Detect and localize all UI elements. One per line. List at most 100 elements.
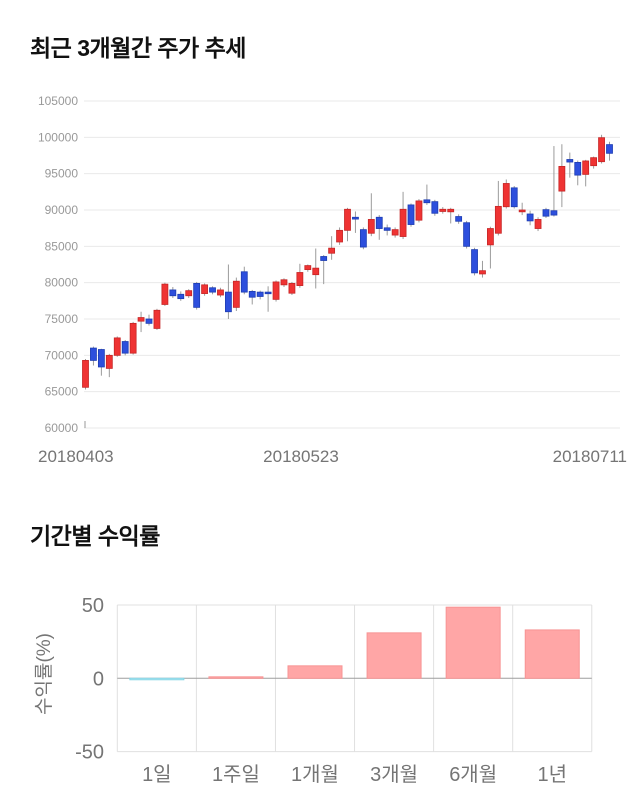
candle-body (574, 162, 582, 176)
candle-body (359, 229, 367, 248)
returns-x-category-label: 1일 (142, 763, 172, 786)
candle-body (169, 289, 177, 297)
candle-body (606, 144, 613, 154)
price-y-tick-label: 95000 (45, 167, 79, 181)
returns-y-axis-label: 수익률(%) (33, 633, 55, 715)
price-x-label-start: 20180403 (38, 447, 114, 466)
return-bar (366, 632, 422, 679)
candle-body (272, 281, 280, 300)
return-bar (208, 676, 264, 679)
candle-body (407, 204, 415, 225)
candle-body (248, 290, 256, 298)
candle-body (399, 208, 407, 237)
price-y-tick-label: 60000 (45, 421, 79, 435)
candle-body (598, 137, 605, 163)
returns-x-category-label: 1주일 (212, 763, 260, 786)
candle-body (177, 293, 185, 300)
candle-body (423, 199, 431, 204)
candle-body (320, 256, 328, 261)
candle-body (201, 284, 208, 294)
candle-body (550, 210, 558, 216)
candle-body (296, 272, 304, 286)
candle-body (447, 208, 455, 213)
candle-body (240, 271, 248, 293)
candle-body (375, 216, 383, 229)
returns-x-category-label: 1년 (537, 763, 567, 786)
candle-body (225, 291, 232, 313)
candle-body (161, 283, 169, 305)
candle-body (487, 228, 494, 246)
candle-body (471, 249, 478, 274)
candle-body (558, 165, 566, 192)
candle-body (145, 318, 153, 324)
candle-body (431, 201, 439, 214)
candle-body (137, 317, 145, 322)
candle-body (518, 209, 526, 213)
candle-body (463, 222, 470, 247)
candle-body (232, 280, 240, 308)
candle-body (90, 347, 97, 361)
price-y-tick-label: 105000 (38, 94, 78, 108)
candle-body (367, 219, 375, 234)
candle-body (217, 289, 224, 296)
candle-body (304, 265, 312, 270)
price-y-tick-label: 70000 (45, 348, 79, 362)
returns-x-category-label: 1개월 (291, 763, 339, 786)
candle-body (193, 282, 201, 308)
returns-x-category-label: 3개월 (370, 763, 418, 786)
candle-body (97, 349, 105, 368)
candle-body (288, 282, 296, 294)
candle-body (82, 360, 89, 388)
candle-body (415, 200, 423, 221)
candle-body (312, 267, 320, 276)
candle-body (590, 157, 598, 167)
return-bar (287, 665, 343, 679)
candle-body (121, 341, 129, 354)
returns-y-tick-label: -50 (75, 742, 104, 764)
candle-body (105, 354, 113, 369)
return-bar (129, 677, 185, 681)
candle-body (344, 208, 351, 231)
price-y-tick-label: 80000 (45, 276, 79, 290)
returns-y-tick-label: 50 (82, 595, 104, 617)
candle-body (328, 247, 336, 254)
price-x-label-end: 20180711 (553, 447, 627, 466)
candle-body (280, 279, 288, 286)
candle-body (455, 216, 463, 222)
price-x-label-middle: 20180523 (263, 447, 339, 466)
price-y-tick-label: 100000 (38, 130, 78, 144)
candle-body (582, 160, 590, 175)
candle-body (494, 205, 502, 234)
return-bar (524, 629, 580, 679)
returns-x-category-label: 6개월 (449, 763, 497, 786)
price-y-tick-label: 85000 (45, 239, 79, 253)
price-y-tick-label: 90000 (45, 203, 79, 217)
returns-chart-title: 기간별 수익률 (30, 523, 160, 549)
candle-body (542, 209, 550, 217)
candle-body (264, 291, 272, 295)
candle-body (383, 227, 391, 231)
candle-body (479, 270, 486, 275)
candle-body (209, 287, 216, 293)
price-chart-title: 최근 3개월간 주가 추세 (30, 35, 246, 61)
price-y-tick-label: 75000 (45, 312, 79, 326)
return-bar (445, 606, 501, 679)
price-y-tick-label: 65000 (45, 385, 79, 399)
candle-body (439, 208, 447, 212)
returns-y-tick-label: 0 (93, 668, 104, 690)
candle-body (336, 229, 343, 243)
candle-body (526, 213, 534, 222)
candle-body (352, 216, 359, 220)
candle-body (534, 219, 542, 229)
candle-body (391, 229, 399, 236)
candle-body (256, 291, 264, 297)
candle-body (185, 290, 193, 297)
candle-body (502, 183, 510, 208)
candle-body (510, 187, 518, 208)
candle-body (113, 337, 121, 356)
candle-body (566, 159, 574, 163)
candle-body (129, 322, 137, 354)
candle-body (153, 309, 161, 329)
